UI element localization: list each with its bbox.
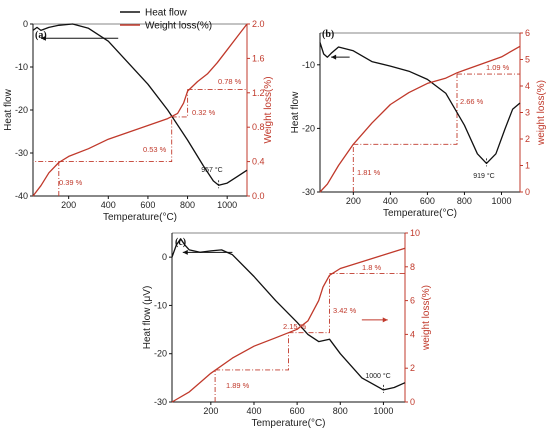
heat-flow-line — [319, 42, 521, 165]
peak-label: 919 °C — [473, 172, 494, 180]
peak-label: 957 °C — [201, 166, 222, 174]
y2-tick-label: 0 — [525, 187, 530, 197]
guide-line — [171, 89, 189, 118]
step-label: 0.32 % — [192, 108, 216, 117]
legend-label: Weight loss(%) — [145, 21, 212, 32]
x-tick-label: 600 — [140, 200, 155, 210]
step-label: 1.89 % — [226, 381, 250, 390]
y-tick-label: -20 — [302, 123, 315, 133]
y2-tick-label: 1 — [525, 161, 530, 171]
panel-label: (a) — [35, 30, 47, 41]
x-tick-label: 400 — [383, 196, 398, 206]
guide-line — [58, 116, 173, 163]
arrow-head — [40, 35, 46, 41]
y2-tick-label: 2 — [410, 363, 415, 373]
step-label: 0.53 % — [143, 145, 167, 154]
panel-label: (c) — [175, 237, 186, 248]
y2-tick-label: 2.0 — [252, 19, 265, 29]
x-tick-label: 1000 — [217, 200, 237, 210]
y2-axis-title: weight loss(%) — [536, 80, 547, 146]
x-tick-label: 1000 — [373, 406, 393, 416]
chart-panel-1: 200 400 600 800 1000 0 -10 -20 -30 -40 0.0 0.4 0.8 1.… — [3, 8, 274, 224]
peak-label: 1000 °C — [365, 372, 390, 380]
step-label: 0.39 % — [59, 178, 83, 187]
y2-tick-label: 4 — [525, 81, 530, 91]
y-tick-label: -20 — [15, 105, 28, 115]
step-label: 3.42 % — [333, 306, 357, 315]
y-tick-label: 0 — [23, 19, 28, 29]
heat-flow-line — [32, 23, 248, 186]
y2-tick-label: 6 — [410, 296, 415, 306]
step-label: 1.81 % — [357, 168, 381, 177]
x-tick-label: 1000 — [491, 196, 511, 206]
x-axis-title: Temperature(°C) — [383, 208, 457, 219]
x-tick-label: 200 — [61, 200, 76, 210]
x-tick-label: 600 — [420, 196, 435, 206]
y-tick-label: -40 — [15, 191, 28, 201]
x-tick-label: 600 — [290, 406, 305, 416]
y2-tick-label: 6 — [525, 28, 530, 38]
step-label: 2.15 % — [283, 322, 307, 331]
y-tick-label: -30 — [302, 187, 315, 197]
step-label: 1.09 % — [486, 63, 510, 72]
weight-loss-line — [319, 45, 521, 193]
weight-loss-line — [32, 23, 248, 197]
y2-tick-label: 0.8 — [252, 122, 265, 132]
panel-label: (b) — [322, 29, 334, 40]
y-tick-label: -10 — [302, 60, 315, 70]
y2-tick-label: 10 — [410, 228, 420, 238]
y2-tick-label: 2 — [525, 134, 530, 144]
arrow-head — [182, 249, 188, 255]
chart-panel-2: 200 400 600 800 1000 -10 -20 -30 0 1 2 3 4 5 6 Temperat… — [290, 28, 547, 219]
y2-axis-title: Weight loss(%) — [263, 76, 274, 143]
y2-tick-label: 0.4 — [252, 157, 265, 167]
legend-label: Heat flow — [145, 8, 187, 19]
x-tick-label: 800 — [333, 406, 348, 416]
x-tick-label: 800 — [457, 196, 472, 206]
x-tick-label: 400 — [246, 406, 261, 416]
y-axis-title: Heat flow — [290, 91, 301, 133]
heat-flow-line — [171, 238, 406, 391]
step-label: 1.8 % — [362, 263, 382, 272]
arrow-head — [331, 54, 337, 60]
step-label: 0.78 % — [218, 77, 242, 86]
y-tick-label: -30 — [154, 397, 167, 407]
y-tick-label: -10 — [154, 300, 167, 310]
legend: Heat flow Weight loss(%) — [120, 8, 212, 32]
y-tick-label: -30 — [15, 148, 28, 158]
x-tick-label: 200 — [346, 196, 361, 206]
y2-tick-label: 0 — [410, 397, 415, 407]
x-axis-title: Temperature(°C) — [103, 212, 177, 223]
y-axis-title: Heat flow — [3, 88, 14, 130]
x-tick-label: 800 — [180, 200, 195, 210]
y2-tick-label: 8 — [410, 262, 415, 272]
y-tick-label: -20 — [154, 349, 167, 359]
weight-loss-line — [171, 247, 406, 403]
guide-line — [353, 74, 458, 145]
chart-panel-3: 200 400 600 800 1000 0 -10 -20 -30 0 2 4 6 8 10 Tempera… — [142, 228, 432, 429]
x-tick-label: 200 — [203, 406, 218, 416]
y-axis-title: Heat flow (μV) — [142, 286, 153, 350]
y2-tick-label: 1.6 — [252, 53, 265, 63]
y-tick-label: 0 — [162, 252, 167, 262]
x-tick-label: 400 — [101, 200, 116, 210]
y2-tick-label: 0.0 — [252, 191, 265, 201]
y2-axis-title: weight loss(%) — [421, 285, 432, 351]
y2-tick-label: 4 — [410, 329, 415, 339]
y2-tick-label: 1.2 — [252, 88, 265, 98]
y2-tick-label: 5 — [525, 55, 530, 65]
y-tick-label: -10 — [15, 62, 28, 72]
y2-tick-label: 3 — [525, 108, 530, 118]
guide-line — [288, 273, 330, 334]
arrow-head — [382, 317, 388, 323]
x-axis-title: Temperature(°C) — [251, 418, 325, 429]
guide-line — [215, 332, 289, 371]
step-label: 2.66 % — [460, 97, 484, 106]
